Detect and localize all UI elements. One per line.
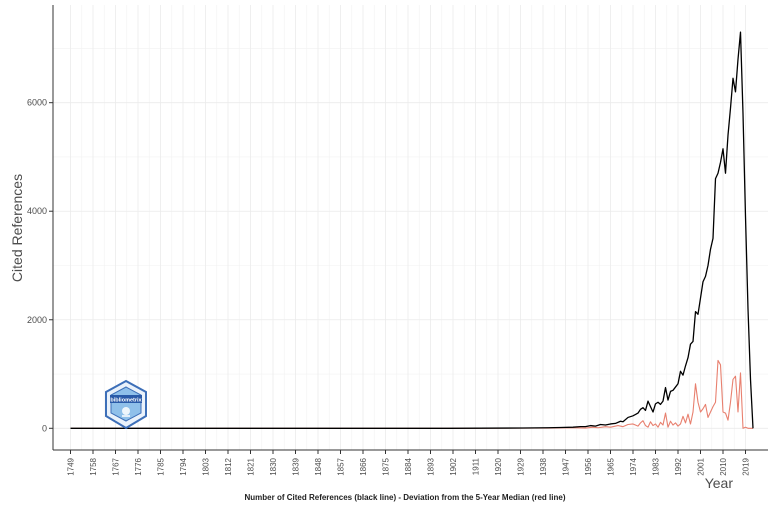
x-tick-label: 1785	[157, 457, 166, 475]
x-tick-label: 1929	[517, 457, 526, 475]
x-tick-label: 1866	[359, 457, 368, 475]
cited-references-line	[70, 31, 754, 429]
x-tick-label: 1974	[629, 457, 638, 475]
x-tick-label: 1776	[134, 457, 143, 475]
x-tick-label: 1992	[674, 457, 683, 475]
x-tick-label: 1893	[427, 457, 436, 475]
x-tick-label: 1794	[179, 457, 188, 475]
x-tick-label: 1758	[89, 457, 98, 475]
x-tick-label: 1965	[607, 457, 616, 475]
x-tick-label: 1911	[472, 457, 481, 475]
major-gridlines	[53, 5, 768, 450]
x-tick-label: 1830	[269, 457, 278, 475]
x-tick-label: 1956	[584, 457, 593, 475]
x-tick-label: 2001	[697, 457, 706, 475]
x-tick-label: 1803	[202, 457, 211, 475]
x-tick-label: 1812	[224, 457, 233, 475]
x-tick-label: 1821	[247, 457, 256, 475]
svg-text:bibliometrix: bibliometrix	[110, 398, 142, 404]
y-tick-label: 4000	[27, 206, 47, 216]
x-tick-label: 1848	[314, 457, 323, 475]
minor-gridlines	[53, 5, 768, 450]
x-axis-ticks: 1749 1758 1767 1776 1785 1794 1803 1812 1821 1830…	[67, 450, 751, 476]
x-tick-label: 1767	[112, 457, 121, 475]
x-tick-label: 2019	[742, 457, 751, 475]
x-tick-label: 1902	[449, 457, 458, 475]
x-tick-label: 1920	[494, 457, 503, 475]
x-axis-end-label: Year	[705, 475, 734, 491]
x-tick-label: 1749	[67, 457, 76, 475]
x-tick-label: 1947	[562, 457, 571, 475]
x-tick-label: 2010	[719, 457, 728, 475]
deviation-line	[70, 359, 753, 429]
x-tick-label: 1839	[292, 457, 301, 475]
y-tick-label: 2000	[27, 315, 47, 325]
x-tick-label: 1938	[539, 457, 548, 475]
x-tick-label: 1983	[652, 457, 661, 475]
y-axis-ticks: 0 2000 4000 6000	[27, 98, 53, 433]
x-tick-label: 1875	[382, 457, 391, 475]
x-axis-title: Number of Cited References (black line) …	[245, 493, 566, 502]
y-axis-title: Cited References	[9, 174, 25, 282]
y-tick-label: 0	[42, 423, 47, 433]
x-tick-label: 1884	[404, 457, 413, 475]
bibliometrix-logo: bibliometrix	[105, 379, 147, 430]
y-tick-label: 6000	[27, 98, 47, 108]
series-layer	[70, 31, 754, 429]
x-tick-label: 1857	[337, 457, 346, 475]
